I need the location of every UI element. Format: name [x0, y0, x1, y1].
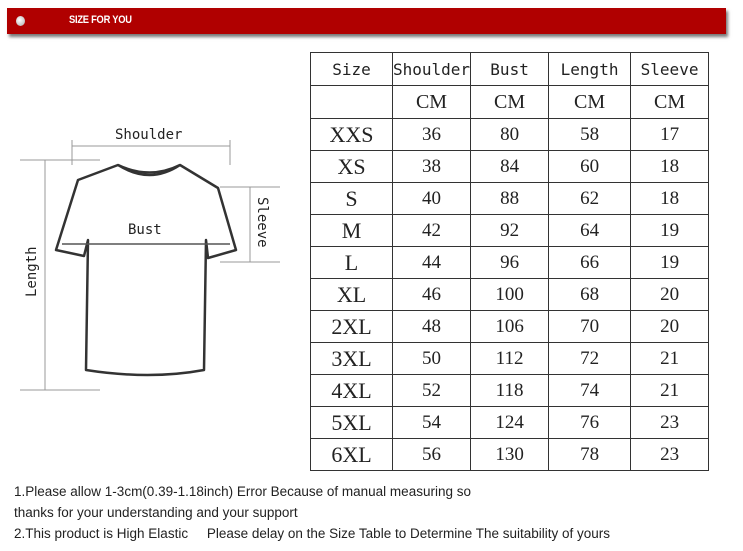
value-cell: 64	[548, 214, 632, 247]
value-cell: 58	[548, 118, 632, 151]
value-cell: 74	[548, 374, 632, 407]
table-row: 2XL 48 106 70 20	[310, 310, 710, 343]
value-cell: 36	[391, 118, 472, 151]
size-cell: 6XL	[310, 438, 393, 471]
size-cell: 5XL	[310, 406, 393, 439]
unit-cell: CM	[630, 85, 710, 119]
notes: 1.Please allow 1-3cm(0.39-1.18inch) Erro…	[14, 481, 610, 544]
table-row: 5XL 54 124 76 23	[310, 406, 710, 439]
size-cell: S	[310, 182, 393, 215]
value-cell: 23	[630, 438, 710, 471]
size-cell: L	[310, 246, 393, 279]
value-cell: 50	[391, 342, 472, 375]
sleeve-label: Sleeve	[254, 197, 270, 248]
header-cell: Length	[548, 52, 632, 86]
value-cell: 60	[548, 150, 632, 183]
header-row: Size Shoulder Bust Length Sleeve	[310, 52, 710, 86]
unit-cell: CM	[470, 85, 550, 119]
unit-cell: CM	[391, 85, 472, 119]
value-cell: 21	[630, 374, 710, 407]
value-cell: 19	[630, 214, 710, 247]
value-cell: 20	[630, 278, 710, 311]
value-cell: 72	[548, 342, 632, 375]
size-cell: M	[310, 214, 393, 247]
bust-label: Bust	[128, 222, 162, 238]
length-label: Length	[24, 246, 40, 297]
table-row: L 44 96 66 19	[310, 246, 710, 279]
value-cell: 112	[470, 342, 550, 375]
note-line: 1.Please allow 1-3cm(0.39-1.18inch) Erro…	[14, 484, 471, 499]
value-cell: 92	[470, 214, 550, 247]
value-cell: 100	[470, 278, 550, 311]
value-cell: 84	[470, 150, 550, 183]
size-cell: XL	[310, 278, 393, 311]
table-row: XXS 36 80 58 17	[310, 118, 710, 151]
header-cell: Bust	[470, 52, 550, 86]
value-cell: 17	[630, 118, 710, 151]
size-cell: 4XL	[310, 374, 393, 407]
value-cell: 106	[470, 310, 550, 343]
value-cell: 56	[391, 438, 472, 471]
shoulder-label: Shoulder	[115, 127, 182, 143]
value-cell: 88	[470, 182, 550, 215]
note-line: 2.This product is High Elastic Please de…	[14, 526, 611, 541]
value-cell: 62	[548, 182, 632, 215]
bullet-icon	[16, 16, 25, 26]
value-cell: 38	[391, 150, 472, 183]
unit-cell	[310, 85, 393, 119]
value-cell: 124	[470, 406, 550, 439]
value-cell: 18	[630, 182, 710, 215]
value-cell: 70	[548, 310, 632, 343]
table-row: 3XL 50 112 72 21	[310, 342, 710, 375]
header-cell: Shoulder	[391, 52, 472, 86]
value-cell: 96	[470, 246, 550, 279]
table-row: XL 46 100 68 20	[310, 278, 710, 311]
table-row: 4XL 52 118 74 21	[310, 374, 710, 407]
value-cell: 44	[391, 246, 472, 279]
header-banner: SIZE FOR YOU	[7, 8, 726, 34]
table-row: 6XL 56 130 78 23	[310, 438, 710, 471]
unit-cell: CM	[548, 85, 632, 119]
tshirt-diagram: Shoulder Bust Sleeve Length	[20, 127, 280, 391]
value-cell: 21	[630, 342, 710, 375]
value-cell: 42	[391, 214, 472, 247]
value-cell: 66	[548, 246, 632, 279]
value-cell: 76	[548, 406, 632, 439]
value-cell: 19	[630, 246, 710, 279]
header-cell: Size	[310, 52, 393, 86]
size-table: Size Shoulder Bust Length Sleeve CM CM C…	[310, 52, 710, 471]
value-cell: 78	[548, 438, 632, 471]
header-cell: Sleeve	[630, 52, 710, 86]
value-cell: 118	[470, 374, 550, 407]
value-cell: 80	[470, 118, 550, 151]
banner-title: SIZE FOR YOU	[69, 14, 132, 26]
value-cell: 130	[470, 438, 550, 471]
size-cell: XS	[310, 150, 393, 183]
table-row: M 42 92 64 19	[310, 214, 710, 247]
value-cell: 40	[391, 182, 472, 215]
value-cell: 20	[630, 310, 710, 343]
value-cell: 52	[391, 374, 472, 407]
note-line: thanks for your understanding and your s…	[14, 505, 298, 520]
size-cell: 2XL	[310, 310, 393, 343]
size-cell: 3XL	[310, 342, 393, 375]
unit-row: CM CM CM CM	[310, 85, 710, 119]
value-cell: 23	[630, 406, 710, 439]
value-cell: 68	[548, 278, 632, 311]
value-cell: 48	[391, 310, 472, 343]
size-cell: XXS	[310, 118, 393, 151]
value-cell: 54	[391, 406, 472, 439]
value-cell: 18	[630, 150, 710, 183]
value-cell: 46	[391, 278, 472, 311]
table-row: XS 38 84 60 18	[310, 150, 710, 183]
table-row: S 40 88 62 18	[310, 182, 710, 215]
